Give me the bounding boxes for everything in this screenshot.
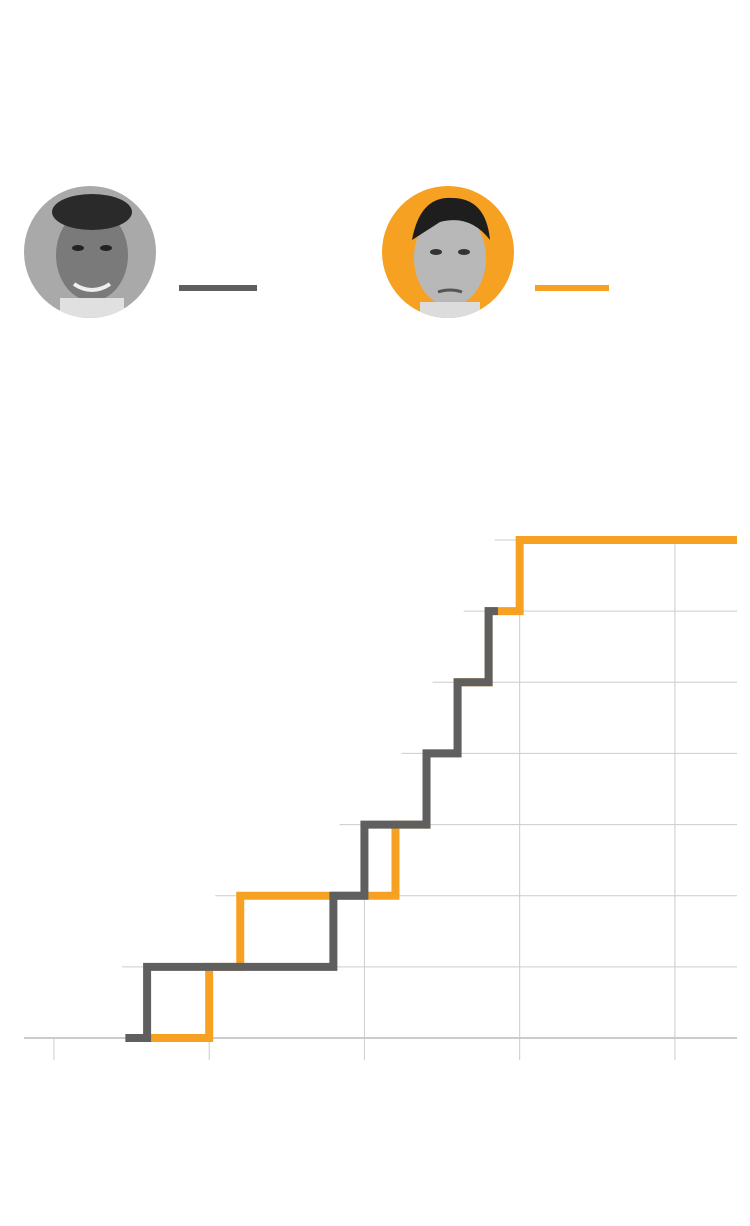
series-line (125, 607, 498, 1042)
avatar (382, 186, 514, 318)
avatar (24, 186, 156, 318)
